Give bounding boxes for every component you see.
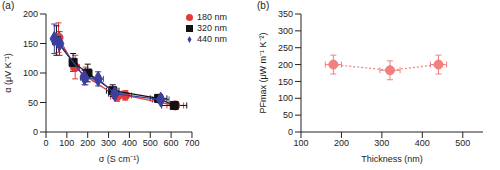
svg-text:200: 200 <box>334 138 349 148</box>
svg-text:Thickness (nm): Thickness (nm) <box>361 154 423 164</box>
svg-text:100: 100 <box>59 138 74 148</box>
svg-text:250: 250 <box>278 43 293 53</box>
html-text:440 nm: 440 nm <box>197 34 227 44</box>
svg-text:α (μV K⁻¹): α (μV K⁻¹) <box>8 53 13 92</box>
svg-text:100: 100 <box>278 93 293 103</box>
svg-text:50: 50 <box>283 110 293 120</box>
svg-text:σ (S cm⁻¹): σ (S cm⁻¹) <box>99 154 140 164</box>
svg-text:PFmax (μW m⁻¹ K⁻²): PFmax (μW m⁻¹ K⁻²) <box>258 32 268 113</box>
svg-text:0: 0 <box>33 127 38 137</box>
svg-text:600: 600 <box>164 138 179 148</box>
html-text:(a): (a) <box>2 0 15 11</box>
svg-text:300: 300 <box>101 138 116 148</box>
svg-text:150: 150 <box>23 39 38 49</box>
svg-text:500: 500 <box>455 138 470 148</box>
svg-text:350: 350 <box>278 9 293 19</box>
html-text:320 nm: 320 nm <box>197 23 227 33</box>
svg-text:0: 0 <box>288 127 293 137</box>
svg-text:100: 100 <box>23 68 38 78</box>
svg-text:300: 300 <box>374 138 389 148</box>
html-text:180 nm: 180 nm <box>197 12 227 22</box>
html-text:(b): (b) <box>257 0 270 11</box>
svg-text:150: 150 <box>278 77 293 87</box>
svg-text:50: 50 <box>28 98 38 108</box>
svg-text:200: 200 <box>80 138 95 148</box>
svg-text:700: 700 <box>184 138 199 148</box>
svg-text:0: 0 <box>43 138 48 148</box>
svg-text:400: 400 <box>122 138 137 148</box>
svg-text:200: 200 <box>23 9 38 19</box>
svg-text:400: 400 <box>415 138 430 148</box>
svg-text:300: 300 <box>278 26 293 36</box>
svg-text:500: 500 <box>143 138 158 148</box>
svg-text:100: 100 <box>293 138 308 148</box>
svg-text:200: 200 <box>278 60 293 70</box>
